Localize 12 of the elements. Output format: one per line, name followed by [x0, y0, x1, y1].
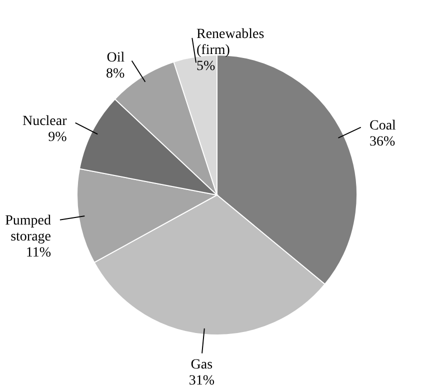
slice-label: Oil	[106, 50, 125, 66]
data-label: 5%	[196, 59, 216, 74]
slice-label: Pumped storage	[5, 214, 52, 244]
slice-label: Renewables (firm)	[196, 27, 264, 58]
data-label: 8%	[106, 66, 125, 82]
data-label: 11%	[26, 246, 52, 260]
data-label: 36%	[369, 134, 396, 150]
data-label: 31%	[188, 373, 215, 388]
slice-label: Nuclear	[22, 114, 68, 129]
data-label: 9%	[48, 130, 68, 145]
slice-label: Gas	[190, 357, 213, 372]
slice-label: Coal	[369, 118, 396, 134]
